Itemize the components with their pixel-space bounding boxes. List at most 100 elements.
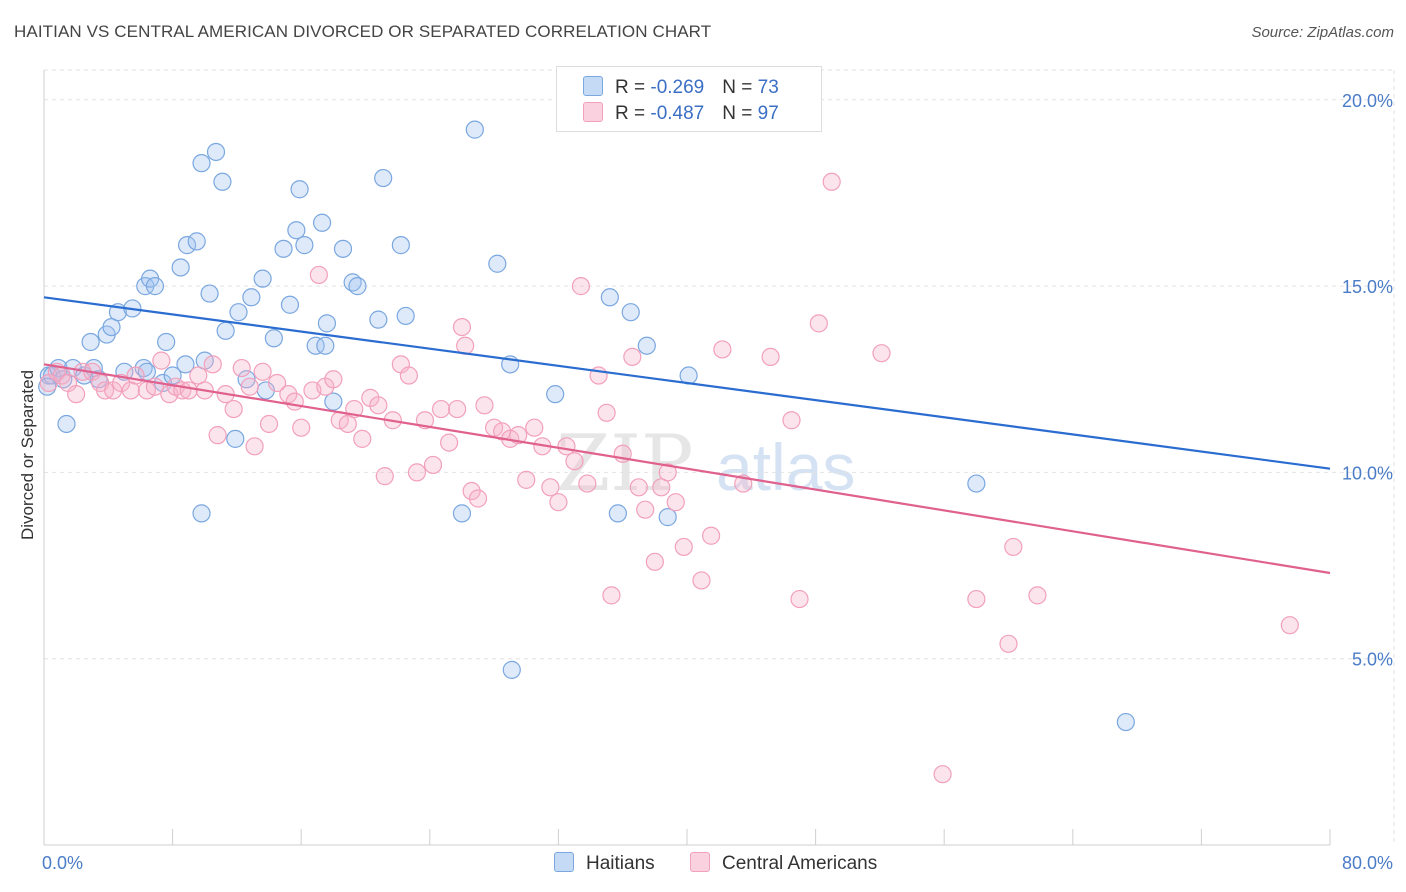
data-point [608,504,627,523]
data-point [316,336,335,355]
data-point [571,277,591,296]
data-point [452,317,472,337]
central-americans-swatch [583,102,603,122]
data-point [81,332,100,352]
data-point [157,332,176,352]
data-point [557,437,576,456]
data-point [324,370,343,389]
r-label: R = [615,77,651,98]
data-point [692,571,711,590]
data-point [203,355,222,374]
data-point [1004,537,1023,557]
data-point [999,634,1018,653]
data-point [224,399,243,419]
data-point [645,552,664,571]
data-point [229,303,248,322]
legend-row-central-americans: R = -0.487 N = 97 [583,102,779,126]
y-tick-label: 20.0% [1342,91,1393,111]
data-point [112,373,131,393]
data-point [369,396,388,415]
legend-item-haitians: Haitians [554,852,655,875]
data-point [67,385,86,404]
r-value: -0.269 [650,77,705,98]
data-point [264,329,283,348]
legend-row-haitians: R = -0.269 N = 73 [583,76,779,100]
data-point [295,236,314,255]
n-label: N = [722,103,758,124]
data-point [809,314,828,333]
central-americans-legend-swatch [690,852,710,872]
data-point [517,470,536,489]
data-point [1028,586,1047,605]
data-point [546,385,565,404]
data-point [448,399,467,419]
trend-line [43,363,1331,575]
trend-lines [43,296,1331,575]
legend-label-central-americans: Central Americans [722,853,878,874]
data-point [636,500,655,519]
trend-line [43,296,1331,470]
correlation-legend: R = -0.269 N = 73 R = -0.487 N = 97 [556,66,822,132]
n-value: 73 [757,77,779,98]
data-point [782,411,801,430]
y-tick-label: 15.0% [1342,277,1393,297]
data-point [933,765,952,784]
data-point [399,366,419,385]
data-point [208,426,227,445]
data-point [192,504,211,523]
data-point [176,355,195,374]
data-point [597,403,616,422]
data-point [312,213,332,232]
data-point [509,426,528,445]
data-point [623,347,642,366]
data-point [192,154,211,173]
data-point [280,295,300,314]
data-point [287,221,306,240]
watermark: ZIP atlas [556,419,855,509]
data-point [431,399,451,419]
data-point [658,508,677,527]
data-point [475,396,494,415]
data-point [502,660,521,679]
data-point [578,474,597,493]
axes [43,70,1331,846]
n-label: N = [722,77,758,98]
series-haitians [38,120,1135,732]
data-point [423,455,443,475]
data-point [565,452,584,471]
data-point [790,589,809,609]
data-point [259,414,279,434]
data-point [396,306,415,326]
data-point [240,377,259,396]
data-point [348,277,367,296]
chart-title: HAITIAN VS CENTRAL AMERICAN DIVORCED OR … [14,22,712,41]
data-point [317,314,337,333]
chart-source: Source: ZipAtlas.com [1251,24,1394,41]
y-tick-label: 10.0% [1342,463,1393,483]
data-point [407,463,427,482]
data-point [177,236,197,255]
data-point [666,493,685,512]
x-tick-label: 0.0% [42,853,83,873]
data-point [600,288,619,307]
series-central-americans [39,172,1299,784]
data-point [187,232,206,251]
data-point [713,340,732,359]
data-point [353,429,372,448]
data-point [200,284,219,303]
data-point [253,269,272,288]
y-axis-label: Divorced or Separated [18,370,37,540]
data-point [232,358,251,378]
data-point [226,429,245,448]
legend-label-haitians: Haitians [586,853,655,874]
data-point [468,489,488,508]
data-point [602,586,621,605]
data-point [462,481,481,501]
legend-item-central-americans: Central Americans [690,852,877,875]
data-point [761,347,780,366]
data-point [171,258,190,277]
n-value: 97 [757,103,779,124]
data-point [658,463,677,482]
data-point [213,172,232,191]
data-point [253,362,272,381]
